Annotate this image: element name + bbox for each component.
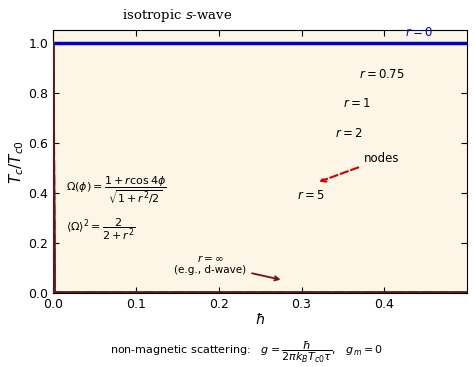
- Text: $r = 2$: $r = 2$: [335, 127, 362, 141]
- Text: $\langle\Omega\rangle^2 = \dfrac{2}{2+r^2}$: $\langle\Omega\rangle^2 = \dfrac{2}{2+r^…: [66, 217, 135, 241]
- Text: $r = \infty$
(e.g., d-wave): $r = \infty$ (e.g., d-wave): [174, 253, 279, 280]
- X-axis label: $\hbar$: $\hbar$: [255, 312, 265, 327]
- Text: isotropic $s$-wave: isotropic $s$-wave: [122, 7, 233, 24]
- Text: $r = 0$: $r = 0$: [405, 26, 433, 39]
- Text: $r = 0.75$: $r = 0.75$: [359, 68, 405, 81]
- Y-axis label: $T_c/T_{c0}$: $T_c/T_{c0}$: [7, 139, 26, 184]
- Text: $\Omega(\phi) = \dfrac{1 + r\cos 4\phi}{\sqrt{1+r^2/2}}$: $\Omega(\phi) = \dfrac{1 + r\cos 4\phi}{…: [66, 174, 166, 206]
- Text: nodes: nodes: [321, 152, 399, 182]
- Text: non-magnetic scattering:   $g = \dfrac{\hbar}{2\pi k_B T_{c0}\tau}$,   $g_m = 0$: non-magnetic scattering: $g = \dfrac{\hb…: [110, 340, 383, 365]
- Text: $r = 5$: $r = 5$: [297, 189, 325, 202]
- Text: $r = 1$: $r = 1$: [343, 98, 371, 110]
